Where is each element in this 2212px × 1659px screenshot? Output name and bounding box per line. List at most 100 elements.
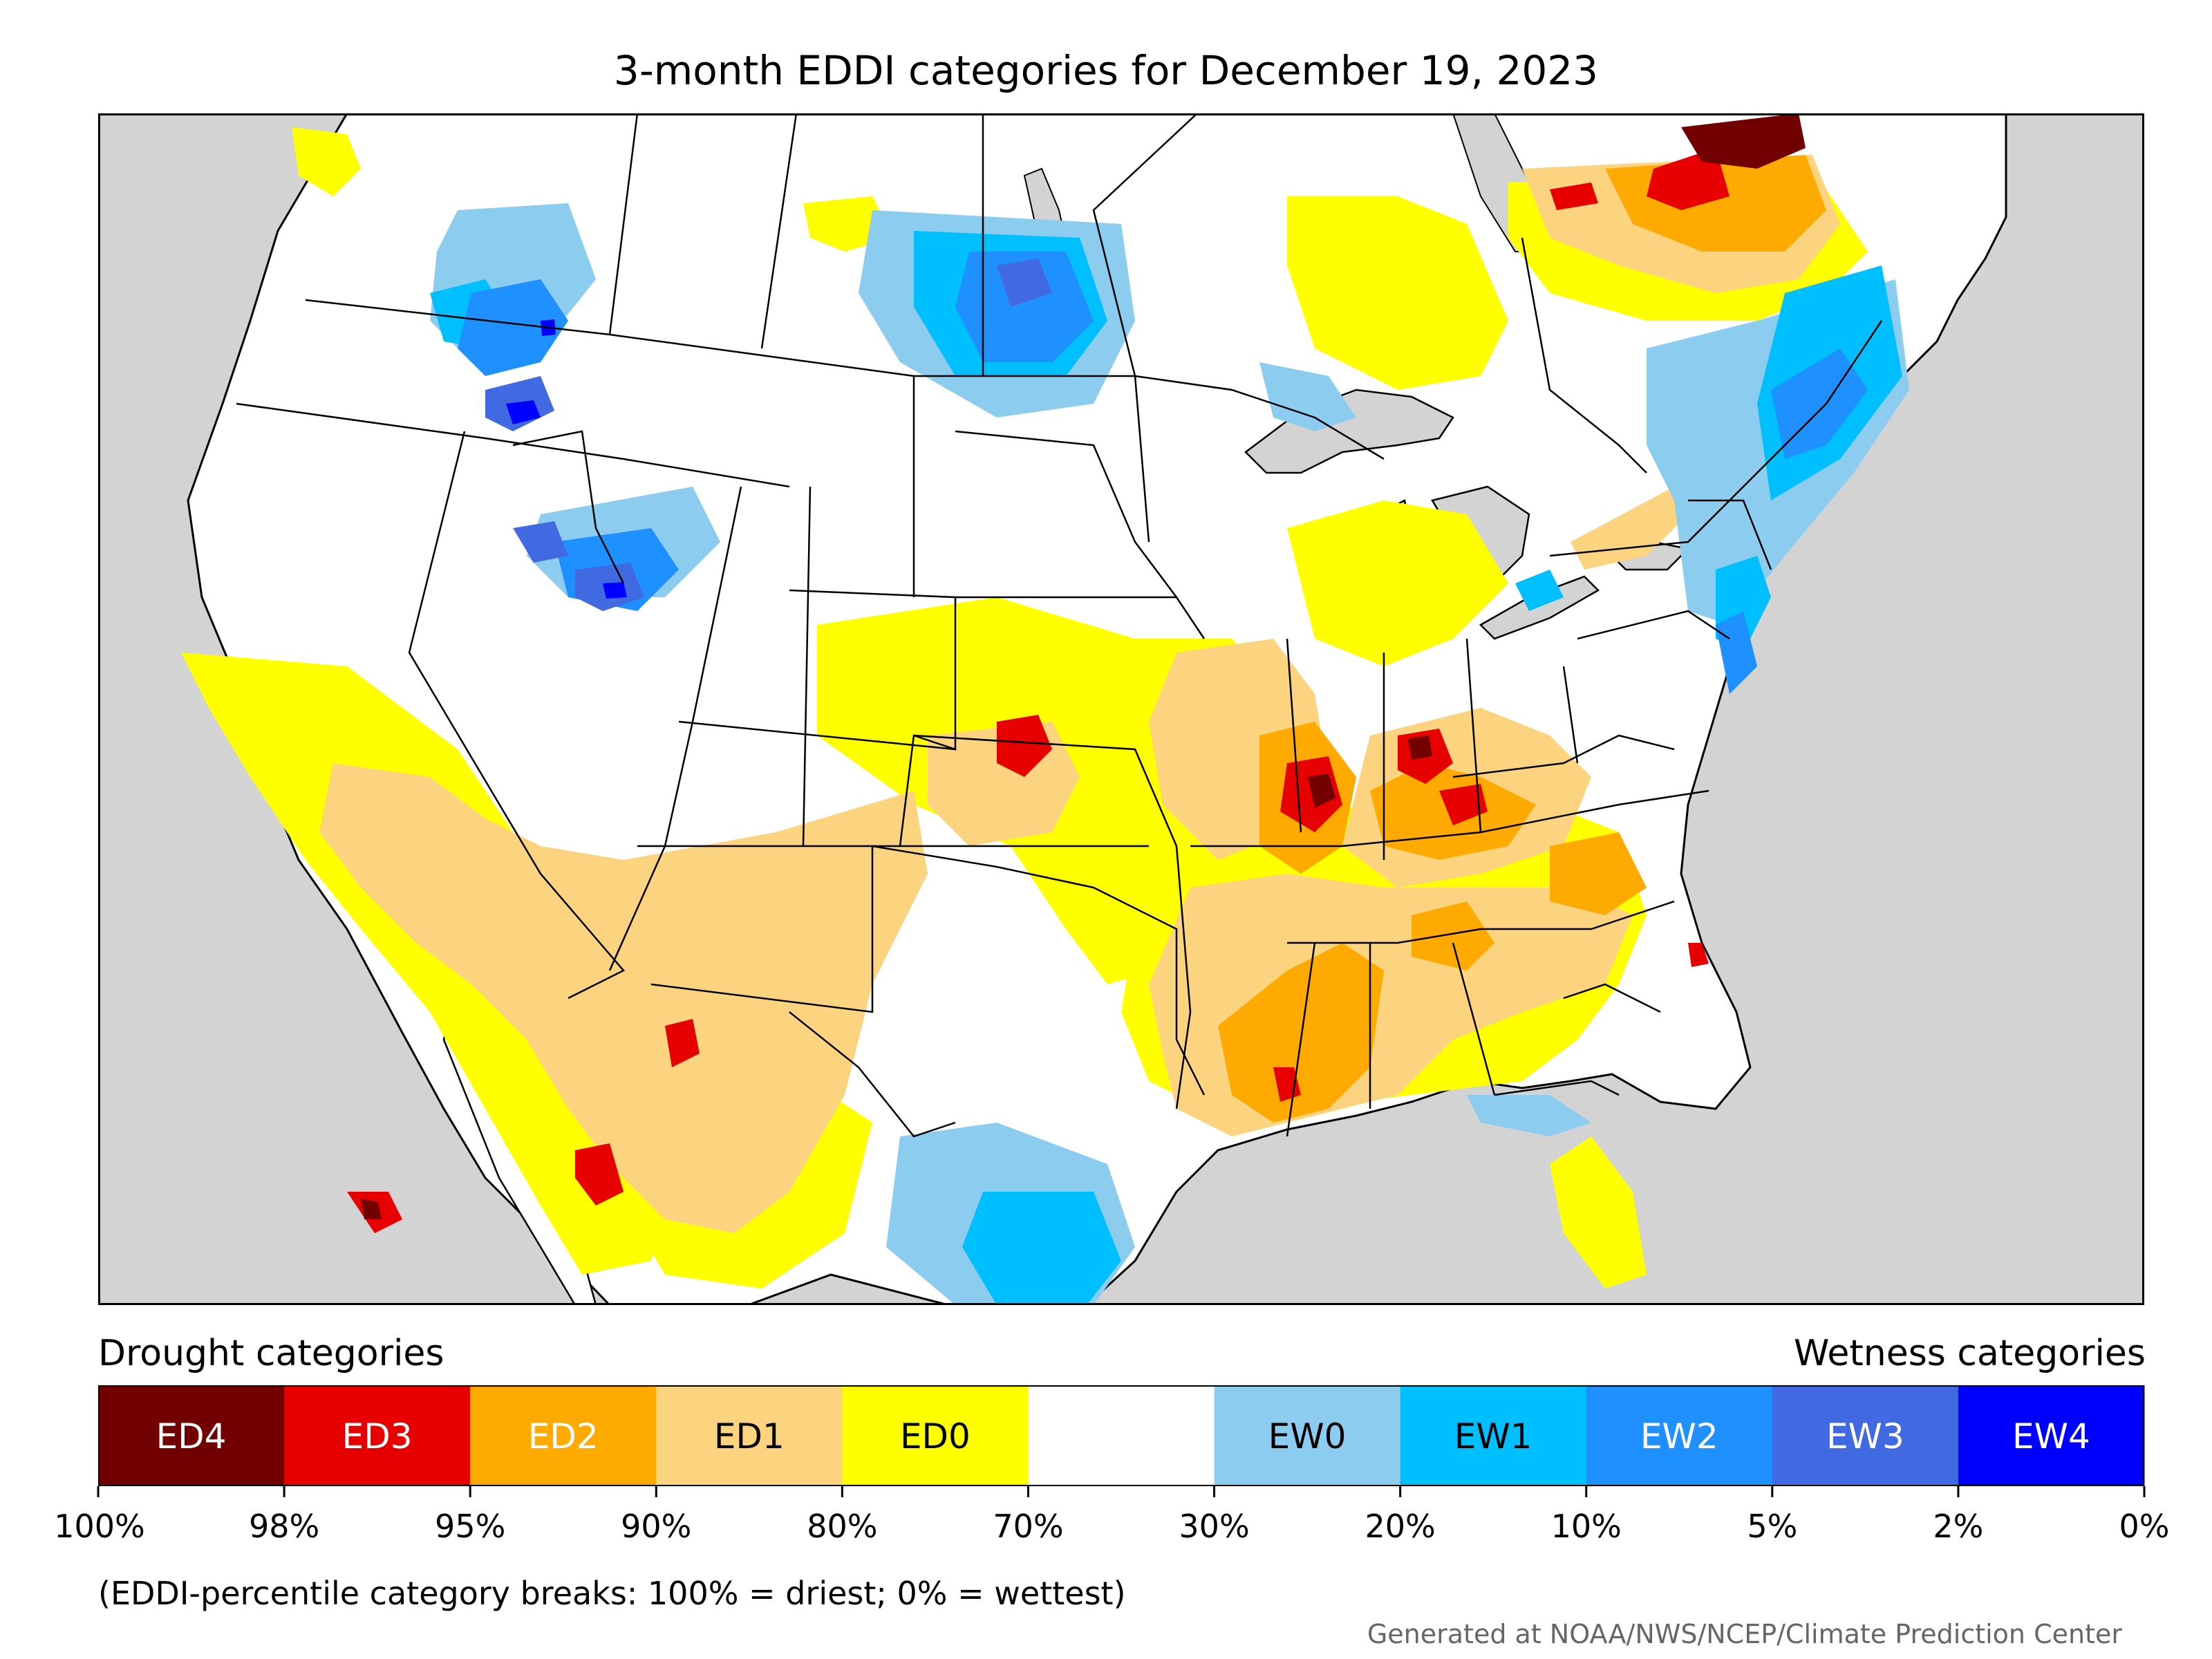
colorbar-tick-label: 5% <box>1747 1508 1797 1545</box>
category-footnote: (EDDI-percentile category breaks: 100% =… <box>98 1575 1126 1612</box>
ed2-region <box>1412 901 1494 971</box>
state-line <box>1134 375 1150 543</box>
ed3-region <box>997 715 1052 777</box>
state-line <box>913 734 1178 847</box>
colorbar-tick-label: 80% <box>807 1508 877 1545</box>
ed3-region <box>1550 182 1598 210</box>
colorbar-tick-label: 2% <box>1933 1508 1983 1545</box>
legend-label-ed2: ED2 <box>528 1416 599 1456</box>
colorbar-tick-label: 70% <box>993 1508 1063 1545</box>
state-line <box>1563 983 1661 1013</box>
state-line <box>789 1011 956 1138</box>
legend-label-ew4: EW4 <box>2012 1416 2090 1456</box>
state-line <box>1562 666 1579 764</box>
ew3-region <box>997 259 1052 307</box>
legend-swatch-ew4 <box>1958 1385 2145 1486</box>
colorbar-tick-label: 0% <box>2119 1508 2170 1545</box>
legend-swatch-ew0 <box>1214 1385 1401 1486</box>
legend-swatch-ew3 <box>1772 1385 1959 1486</box>
map-title: 3-month EDDI categories for December 19,… <box>613 47 1599 94</box>
ed0-region <box>1550 1136 1647 1288</box>
legend-label-ew0: EW0 <box>1268 1416 1347 1456</box>
ed2-region <box>1550 832 1647 915</box>
legend-swatch-ed1 <box>656 1385 843 1486</box>
state-line <box>802 486 812 847</box>
legend-swatch-ed0 <box>842 1385 1029 1486</box>
state-line <box>1175 845 1192 1109</box>
legend-label-ed4: ED4 <box>156 1416 227 1456</box>
legend-swatch-ed4 <box>98 1385 285 1486</box>
ed4-region <box>1681 113 1806 169</box>
ew1-region <box>962 1192 1121 1305</box>
state-line <box>1286 638 1302 833</box>
ed2-region <box>1218 943 1384 1123</box>
legend-swatch-ew2 <box>1586 1385 1773 1486</box>
state-line <box>1577 610 1730 640</box>
legend-label-ed3: ED3 <box>342 1416 413 1456</box>
ed4-region <box>1408 735 1432 760</box>
ew4-region <box>506 400 541 424</box>
state-line <box>512 430 625 584</box>
legend-label-ew1: EW1 <box>1454 1416 1533 1456</box>
state-line <box>1688 499 1772 570</box>
state-line <box>1287 900 1675 944</box>
colorbar-tick-label: 95% <box>435 1508 505 1545</box>
ew4-region <box>603 582 627 599</box>
ew2-region <box>955 252 1094 362</box>
ew0-region <box>1259 362 1356 431</box>
ed3-region <box>1647 148 1730 210</box>
state-line <box>637 845 874 1013</box>
state-line <box>872 845 1206 1096</box>
province-line <box>1092 113 1198 377</box>
credit-line: Generated at NOAA/NWS/NCEP/Climate Predi… <box>1367 1619 2122 1649</box>
eddi-shading <box>181 113 1909 1305</box>
state-line <box>236 402 790 488</box>
state-line <box>1465 638 1482 833</box>
state-line <box>1452 942 1496 1096</box>
province-line <box>760 113 798 349</box>
ew2-region <box>458 279 568 376</box>
political-boundaries <box>236 113 1883 1138</box>
ed0-region <box>292 127 361 196</box>
ed0-region <box>181 653 665 1275</box>
state-line <box>789 589 957 847</box>
ed0-region <box>1287 196 1508 390</box>
legend-label-ew2: EW2 <box>1640 1416 1718 1456</box>
state-line <box>1494 1080 1620 1096</box>
legend-swatch-ew1 <box>1400 1385 1587 1486</box>
drought-categories-heading: Drought categories <box>98 1333 444 1374</box>
ed0-region <box>1287 500 1508 666</box>
province-line <box>1521 237 1647 474</box>
ed4-region <box>361 1199 382 1219</box>
ew2-region <box>1771 348 1868 459</box>
colorbar-tick-label: 30% <box>1179 1508 1249 1545</box>
legend-swatch-neutral <box>1028 1385 1215 1486</box>
ew2-region <box>1716 611 1757 694</box>
colorbar-tick-label: 10% <box>1551 1508 1622 1545</box>
ed1-region <box>319 763 928 1233</box>
eddi-map <box>98 113 2144 1305</box>
category-colorbar: ED4 ED3 ED2 ED1 ED0 EW0 EW1 EW2 EW3 EW4 100% 98% 95%… <box>54 1385 2169 1545</box>
state-line <box>955 430 1177 598</box>
ew0-region <box>1467 1095 1591 1136</box>
us-canada-border-east <box>1549 320 1883 557</box>
colorbar-outline <box>98 1385 2144 1486</box>
ew1-region <box>1515 570 1564 611</box>
state-line <box>1286 942 1316 1137</box>
legend-swatch-ed3 <box>284 1385 471 1486</box>
legend-swatch-ed2 <box>470 1385 657 1486</box>
legend-label-ew3: EW3 <box>1826 1416 1904 1456</box>
state-line <box>408 431 625 1000</box>
colorbar-tick-label: 20% <box>1365 1508 1436 1545</box>
state-line <box>678 720 956 751</box>
colorbar-tick-label: 98% <box>249 1508 319 1545</box>
colorbar-tick-label: 90% <box>621 1508 691 1545</box>
state-line <box>1452 734 1675 778</box>
province-line <box>608 113 639 335</box>
ed3-region <box>1688 943 1709 967</box>
colorbar-tick-label: 100% <box>54 1508 145 1545</box>
map-frame <box>98 113 2144 1305</box>
legend-label-ed1: ED1 <box>714 1416 785 1456</box>
state-line <box>608 486 742 971</box>
wetness-categories-heading: Wetness categories <box>1794 1333 2146 1374</box>
